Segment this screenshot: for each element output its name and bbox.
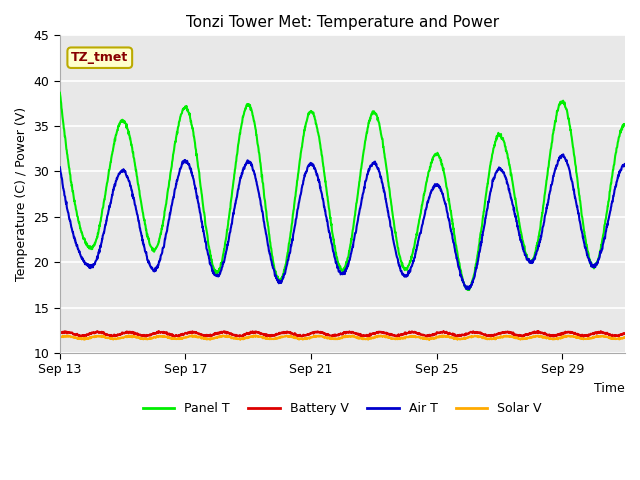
Y-axis label: Temperature (C) / Power (V): Temperature (C) / Power (V) — [15, 107, 28, 281]
Legend: Panel T, Battery V, Air T, Solar V: Panel T, Battery V, Air T, Solar V — [138, 397, 547, 420]
X-axis label: Time: Time — [595, 382, 625, 395]
Text: TZ_tmet: TZ_tmet — [71, 51, 129, 64]
Title: Tonzi Tower Met: Temperature and Power: Tonzi Tower Met: Temperature and Power — [186, 15, 499, 30]
